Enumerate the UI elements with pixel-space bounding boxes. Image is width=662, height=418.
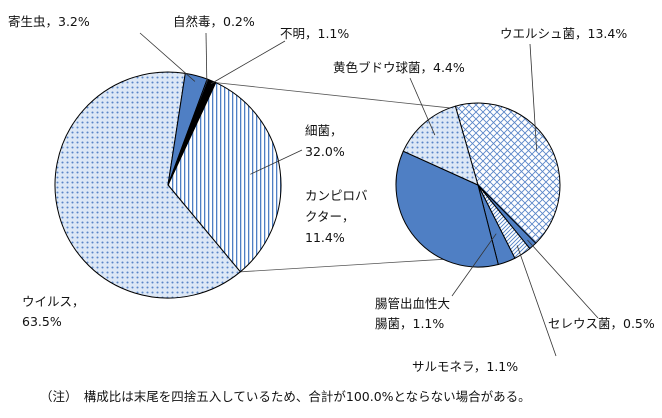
pie-main [54, 71, 282, 299]
label-welchii: ウエルシュ菌，13.4% [500, 26, 627, 41]
label-salmonella: サルモネラ，1.1% [412, 359, 518, 374]
label-cereus: セレウス菌，0.5% [548, 316, 655, 331]
leader-line [527, 239, 599, 319]
leader-line [205, 32, 208, 83]
label-virus: ウイルス， 63.5% [22, 294, 85, 329]
leader-line [529, 43, 538, 151]
leader-lines [139, 32, 599, 357]
label-bacteria: 細菌， 32.0% [305, 123, 345, 159]
label-unknown: 不明，1.1% [280, 26, 349, 41]
label-natural-toxin: 自然毒，0.2% [173, 14, 255, 29]
label-staph: 黄色ブドウ球菌，4.4% [333, 60, 465, 75]
slice-bacteria [167, 81, 282, 273]
slice-welchii [454, 102, 561, 244]
label-parasite: 寄生虫，3.2% [8, 14, 90, 29]
slice-campylobacter [395, 150, 499, 268]
connector-bottom [240, 258, 444, 273]
leader-line [409, 77, 436, 136]
label-ehec: 腸管出血性大腸菌，1.1% [375, 296, 450, 331]
label-campylobacter: カンピロバクター， 11.4% [305, 188, 368, 245]
pie-bacteria-breakdown [395, 102, 561, 268]
zoom-connectors [215, 82, 450, 273]
leader-line [451, 233, 497, 297]
leader-line [210, 40, 286, 85]
leader-line [250, 149, 303, 175]
slice-unknown [167, 78, 217, 186]
footnote: （注） 構成比は末尾を四捨五入しているため、合計が100.0%とならない場合があ… [40, 389, 531, 404]
slice-labels: 寄生虫，3.2% 自然毒，0.2% 不明，1.1% ウエルシュ菌，13.4% 黄色ブドウ… [8, 14, 655, 374]
leader-line [139, 32, 196, 82]
leader-line [516, 245, 557, 357]
slice-staph [402, 105, 479, 186]
slice-virus [54, 71, 242, 299]
connector-top [215, 82, 450, 109]
